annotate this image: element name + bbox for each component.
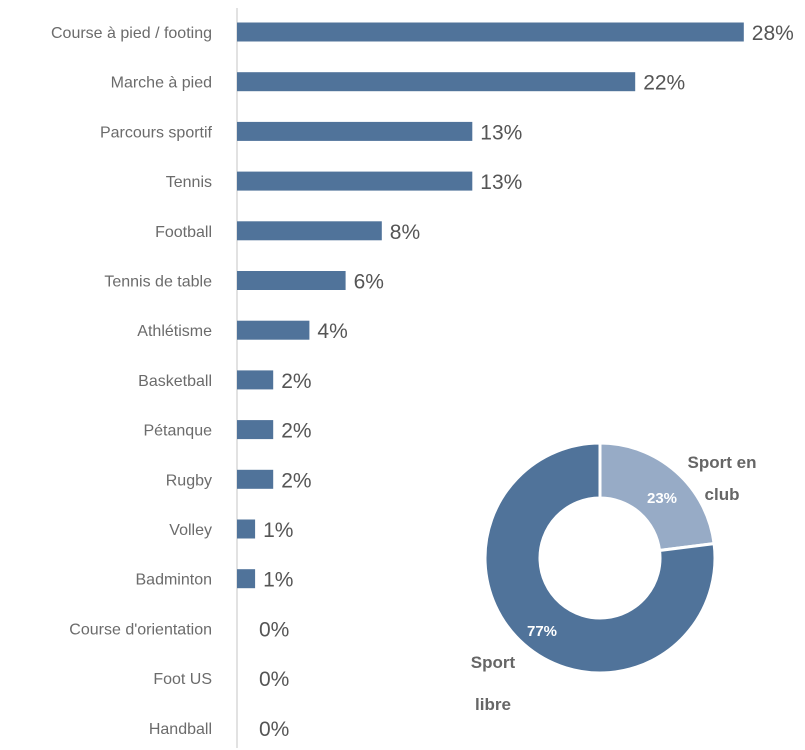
bar-chart: Course à pied / footing 28% Marche à pied 2…	[51, 22, 794, 741]
bar	[237, 370, 274, 390]
value-label: 0%	[259, 668, 289, 691]
category-label: Handball	[149, 721, 212, 738]
value-label: 2%	[281, 420, 311, 443]
value-label: 13%	[480, 171, 522, 194]
bar	[237, 569, 256, 589]
bar	[237, 519, 256, 539]
bar	[237, 420, 274, 440]
donut-slice-label: Sport en	[688, 453, 757, 472]
category-label: Rugby	[166, 472, 212, 489]
value-label: 13%	[480, 121, 522, 144]
value-label: 8%	[390, 221, 420, 244]
value-label: 2%	[281, 469, 311, 492]
bar	[237, 271, 346, 290]
category-label: Pétanque	[143, 423, 212, 440]
bar	[237, 121, 473, 141]
category-label: Badminton	[136, 572, 213, 589]
bar	[237, 22, 744, 42]
value-label: 1%	[263, 519, 293, 542]
value-label: 22%	[643, 72, 685, 95]
donut-slice-label: libre	[475, 695, 511, 714]
value-label: 0%	[259, 718, 289, 741]
value-label: 4%	[317, 320, 347, 343]
category-label: Football	[155, 224, 212, 241]
donut-pct-label: 77%	[527, 623, 557, 640]
category-label: Athlétisme	[137, 323, 212, 340]
value-label: 6%	[354, 271, 384, 294]
category-label: Basketball	[138, 373, 212, 390]
category-label: Tennis de table	[104, 274, 212, 291]
bar	[237, 221, 382, 241]
bar	[237, 320, 310, 340]
value-label: 1%	[263, 569, 293, 592]
value-label: 0%	[259, 618, 289, 641]
category-label: Marche à pied	[111, 75, 212, 92]
donut-slice-label: Sport	[471, 653, 516, 672]
category-label: Volley	[169, 522, 212, 539]
bar	[237, 171, 473, 191]
bar	[237, 469, 274, 489]
donut-slice	[598, 441, 716, 553]
category-label: Foot US	[153, 671, 212, 688]
category-label: Course d'orientation	[69, 621, 212, 638]
value-label: 28%	[752, 22, 794, 45]
value-label: 2%	[281, 370, 311, 393]
donut-pct-label: 23%	[647, 490, 677, 507]
category-label: Course à pied / footing	[51, 25, 212, 42]
category-label: Parcours sportif	[100, 124, 213, 141]
category-label: Tennis	[166, 174, 212, 191]
donut-chart: 23% Sport en club 77% Sport libre	[471, 441, 757, 714]
donut-slice-label: club	[705, 485, 740, 504]
donut-slice	[483, 441, 717, 675]
bar	[237, 72, 636, 92]
